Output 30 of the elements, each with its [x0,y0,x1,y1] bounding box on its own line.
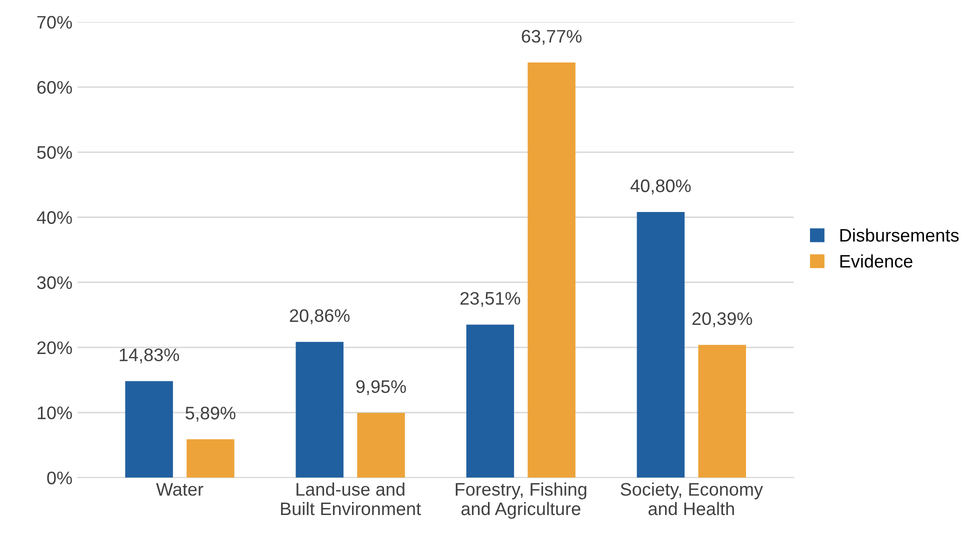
y-tick-label: 30% [37,276,72,290]
data-label: 23,51% [460,292,520,307]
x-tick-label: Water [156,483,204,496]
bar [698,344,746,478]
y-tick-label: 10% [38,406,72,420]
data-label: 40,80% [630,179,691,194]
bar [125,381,173,478]
bar [528,62,576,478]
bar [296,342,344,478]
x-tick-label: Land-use and Built Environment [281,482,421,516]
bar [466,324,514,478]
y-tick-label: 60% [37,80,72,94]
data-label: 20,39% [692,312,752,328]
y-tick-label: 50% [37,146,72,159]
data-label: 20,86% [290,309,350,324]
legend-label: Disbursements [840,228,959,242]
y-tick-label: 0% [47,472,72,484]
y-tick-label: 20% [37,341,72,354]
bar [186,439,234,478]
legend-label: Evidence [840,254,912,268]
data-label: 14,83% [120,348,180,364]
y-tick-label: 70% [37,16,72,29]
y-tick-label: 40% [36,211,72,224]
bar [636,212,685,478]
x-tick-label: Society, Economy and Health [620,482,763,516]
bar [357,412,405,478]
x-tick-label: Forestry, Fishing and Agriculture [456,482,586,519]
data-label: 9,95% [356,380,406,396]
data-label: 5,89% [186,406,236,422]
data-label: 63,77% [522,30,582,45]
